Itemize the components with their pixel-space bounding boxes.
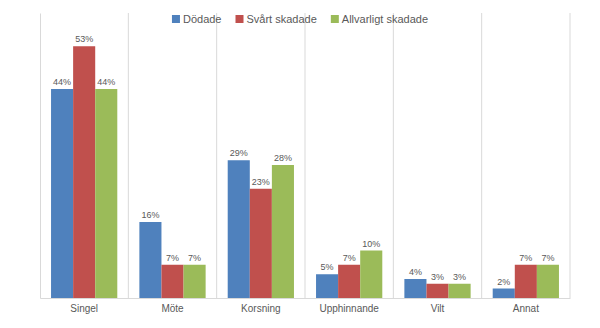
legend-label: Svårt skadade xyxy=(247,13,317,25)
category-separator xyxy=(128,13,129,298)
data-label: 7% xyxy=(541,253,554,263)
legend-item: Allvarligt skadade xyxy=(331,13,428,25)
data-label: 29% xyxy=(230,148,248,158)
x-tick: Vilt xyxy=(431,303,445,314)
x-tick-label: Korsning xyxy=(241,303,280,314)
data-label: 28% xyxy=(274,153,292,163)
data-label: 3% xyxy=(431,272,444,282)
bar xyxy=(161,265,183,298)
data-label: 7% xyxy=(188,253,201,263)
x-tick: Annat xyxy=(513,303,539,314)
bar xyxy=(272,165,294,298)
legend-item: Svårt skadade xyxy=(236,13,317,25)
bar xyxy=(73,46,95,298)
legend-swatch xyxy=(331,15,339,23)
data-label: 10% xyxy=(362,239,380,249)
bar xyxy=(250,189,272,298)
bar xyxy=(316,274,338,298)
x-tick: Singel xyxy=(70,303,98,314)
bar xyxy=(493,289,515,299)
bar xyxy=(338,265,360,298)
bar xyxy=(426,284,448,298)
series-bars xyxy=(73,46,537,298)
separators xyxy=(128,13,570,298)
bar xyxy=(515,265,537,298)
bar xyxy=(537,265,559,298)
series-bars xyxy=(95,89,559,298)
data-label: 7% xyxy=(166,253,179,263)
x-tick: Möte xyxy=(161,303,184,314)
bar xyxy=(95,89,117,298)
bar xyxy=(228,160,250,298)
legend-label: Dödade xyxy=(183,13,222,25)
bar xyxy=(360,251,382,299)
series-bars xyxy=(51,89,515,298)
category-separator xyxy=(216,13,217,298)
bar xyxy=(449,284,471,298)
legend-item: Dödade xyxy=(172,13,222,25)
x-tick-label: Singel xyxy=(70,303,98,314)
category-separator xyxy=(570,13,571,298)
data-label: 3% xyxy=(453,272,466,282)
y-axis-line xyxy=(40,14,41,299)
data-label: 7% xyxy=(519,253,532,263)
legend: Dödade Svårt skadade Allvarligt skadade xyxy=(172,13,428,25)
legend-swatch xyxy=(172,15,180,23)
x-tick: Upphinnande xyxy=(319,303,379,314)
x-tick: Korsning xyxy=(241,303,280,314)
legend-swatch xyxy=(236,15,244,23)
x-tick-label: Vilt xyxy=(431,303,445,314)
data-label: 44% xyxy=(97,77,115,87)
chart: 44% 16% 29% 5% 4% 2% 53% 7% 23% 7% 3% 7% 44% 7% 28% 10%… xyxy=(0,0,600,328)
bar xyxy=(404,279,426,298)
x-tick-label: Upphinnande xyxy=(319,303,379,314)
data-label: 44% xyxy=(53,77,71,87)
data-label: 7% xyxy=(343,253,356,263)
bars xyxy=(51,46,559,298)
bar xyxy=(51,89,73,298)
data-label: 4% xyxy=(409,267,422,277)
legend-label: Allvarligt skadade xyxy=(342,13,428,25)
bar xyxy=(184,265,206,298)
x-axis: Singel Möte Korsning Upphinnande Vilt Annat xyxy=(41,299,571,315)
x-tick-label: Möte xyxy=(161,303,184,314)
x-axis-line xyxy=(41,298,571,299)
category-separator xyxy=(393,13,394,298)
x-tick-label: Annat xyxy=(513,303,539,314)
data-label: 2% xyxy=(497,277,510,287)
y-axis xyxy=(40,14,41,299)
bar xyxy=(139,222,161,298)
category-separator xyxy=(305,13,306,298)
data-labels: 44% 16% 29% 5% 4% 2% 53% 7% 23% 7% 3% 7% 44% 7% 28% 10%… xyxy=(53,34,554,286)
data-label: 23% xyxy=(252,177,270,187)
category-separator xyxy=(481,13,482,298)
data-label: 16% xyxy=(141,210,159,220)
data-label: 53% xyxy=(75,34,93,44)
data-label: 5% xyxy=(321,262,334,272)
